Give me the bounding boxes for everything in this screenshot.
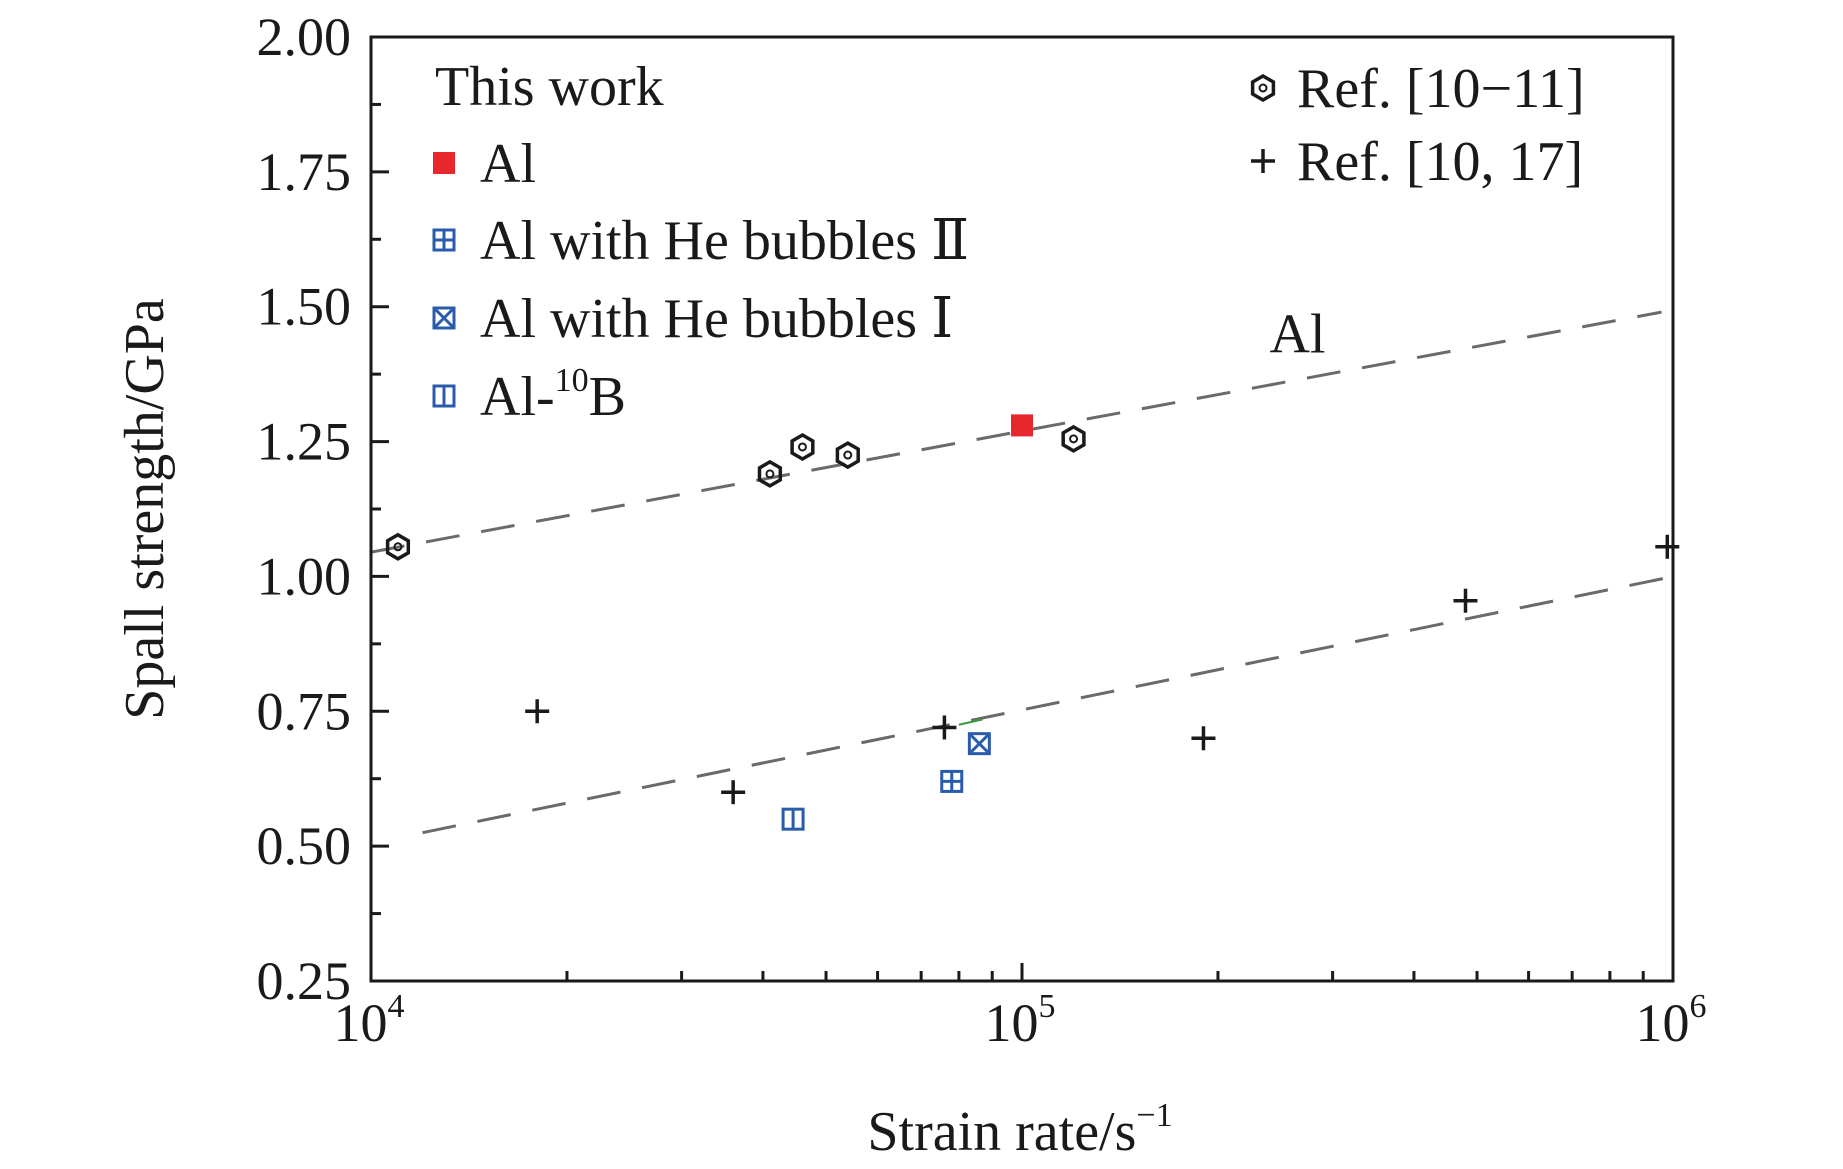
legend-label: Al with He bubbles Ⅱ — [480, 210, 969, 272]
data-point — [835, 441, 860, 470]
legend-label: Al-10B — [480, 362, 626, 428]
data-point — [1061, 424, 1086, 453]
y-axis-title: Spall strength/GPa — [114, 298, 176, 720]
legend-marker — [1251, 149, 1275, 173]
y-tick-label: 1.75 — [257, 142, 352, 202]
plot-frame — [369, 35, 1675, 983]
legend-label: Ref. [10−11] — [1297, 58, 1585, 120]
fit-line — [371, 310, 1662, 554]
data-point — [1011, 414, 1033, 437]
y-tick-label: 0.50 — [257, 816, 352, 876]
x-tick-label: 105 — [985, 988, 1056, 1053]
legend-marker — [433, 152, 455, 174]
legend-marker — [432, 228, 456, 252]
legend-title-this-work: This work — [435, 56, 664, 118]
y-tick-label: 2.00 — [257, 7, 352, 67]
y-tick-label: 1.50 — [257, 277, 352, 337]
data-point — [781, 807, 805, 831]
axis-ticks — [369, 35, 1675, 983]
data-point — [757, 459, 783, 488]
data-point — [1453, 588, 1478, 613]
x-tick-label: 104 — [334, 988, 405, 1053]
fit-lines — [371, 310, 1673, 835]
data-point — [385, 532, 411, 561]
legend-label: Al with He bubbles Ⅰ — [480, 288, 953, 350]
fit-line — [422, 575, 1673, 835]
data-point — [940, 769, 964, 793]
x-axis-title: Strain rate/s−1 — [867, 1097, 1172, 1163]
y-tick-label: 1.25 — [257, 412, 352, 472]
tick-labels: 0.25 0.50 0.75 1.00 1.25 1.50 1.75 2.00 104 105 10… — [257, 7, 1707, 1053]
legend-marker — [432, 306, 456, 330]
y-tick-label: 0.75 — [257, 681, 352, 741]
data-point — [790, 432, 815, 462]
y-tick-label: 1.00 — [257, 546, 352, 606]
legend-marker — [1250, 73, 1276, 103]
fit-line-annotation: Al — [1270, 304, 1326, 366]
y-tick-label: 0.25 — [257, 951, 352, 1011]
data-points — [385, 414, 1680, 831]
annotations: Al — [1270, 304, 1326, 366]
legend: This work Al Al with He bubbles Ⅱ Al with … — [432, 56, 1585, 428]
data-point — [967, 732, 991, 756]
legend-marker — [432, 384, 456, 408]
data-point — [721, 780, 746, 805]
data-point — [1655, 534, 1680, 559]
data-point — [525, 699, 550, 724]
x-tick-label: 106 — [1636, 988, 1707, 1053]
legend-label: Ref. [10, 17] — [1297, 131, 1583, 193]
legend-label: Al — [480, 133, 536, 195]
fit-line-accent — [958, 718, 983, 726]
data-point — [932, 715, 957, 740]
data-point — [1191, 726, 1216, 751]
